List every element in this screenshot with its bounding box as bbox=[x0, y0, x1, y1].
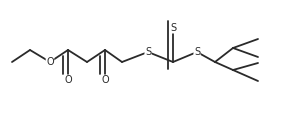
Text: S: S bbox=[170, 23, 176, 33]
Text: S: S bbox=[194, 47, 200, 57]
Text: O: O bbox=[46, 57, 54, 67]
Text: O: O bbox=[101, 75, 109, 85]
Text: O: O bbox=[64, 75, 72, 85]
Text: S: S bbox=[145, 47, 151, 57]
